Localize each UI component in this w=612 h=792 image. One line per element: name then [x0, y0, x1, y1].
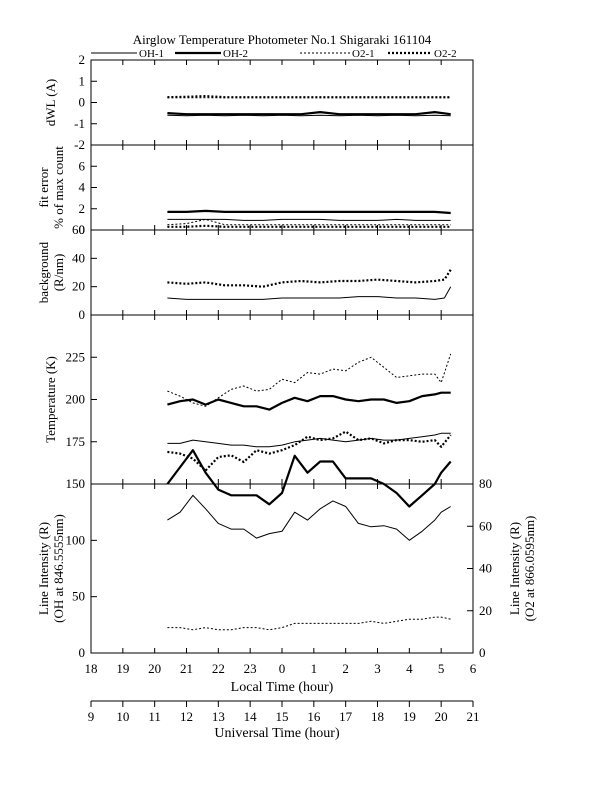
series-line-oh-1 [167, 218, 451, 221]
ut-tick-label: 14 [244, 709, 258, 724]
y-axis-label: Temperature (K) [43, 356, 58, 443]
right-y-axis-label-2: (O2 at 866.0595nm) [522, 516, 537, 622]
panel-frame [90, 229, 474, 316]
local-time-tick-label: 0 [279, 661, 286, 676]
local-time-tick-label: 5 [438, 661, 445, 676]
y-tick-label: 150 [66, 476, 86, 491]
legend-label-oh-1: OH-1 [139, 48, 164, 60]
y-axis-label: background [36, 241, 51, 303]
y-axis-label-2: (R/nm) [51, 254, 66, 292]
panel-fit-error: 6 4 2 0 fit error% of max count [36, 144, 474, 237]
y-tick-label: 0 [79, 645, 86, 660]
y-tick-label: 200 [66, 392, 86, 407]
y-tick-label: 225 [66, 349, 86, 364]
series-line-o2-2 [167, 94, 451, 99]
right-y-axis-label: Line Intensity (R) [507, 522, 522, 615]
ut-tick-label: 17 [339, 709, 353, 724]
y-tick-label: 0 [79, 222, 86, 237]
y-tick-label: 0 [79, 95, 86, 110]
chart-title: Airglow Temperature Photometer No.1 Shig… [133, 32, 432, 47]
local-time-tick-label: 4 [406, 661, 413, 676]
panel-temperature: 225 200 175 Temperature (K) [43, 314, 474, 485]
ut-tick-label: 10 [116, 709, 129, 724]
ut-tick-label: 16 [307, 709, 321, 724]
right-y-tick-label: 40 [479, 561, 492, 576]
right-y-tick-label: 80 [479, 476, 492, 491]
y-tick-label: 0 [79, 307, 86, 322]
series-line-oh-2 [167, 209, 451, 215]
y-tick-label: 175 [66, 434, 86, 449]
local-time-tick-label: 19 [116, 661, 129, 676]
ut-tick-label: 15 [276, 709, 289, 724]
series-line-o2-2 [167, 224, 451, 228]
y-tick-label: -2 [74, 137, 85, 152]
series-line-oh-2 [167, 110, 451, 116]
y-tick-label: 2 [79, 201, 86, 216]
series-line-oh-2 [166, 449, 452, 508]
series-line-o2-1 [167, 616, 451, 631]
series-line-oh-1 [167, 494, 451, 541]
ut-tick-label: 11 [148, 709, 161, 724]
y-tick-label: 60 [72, 222, 85, 237]
series-line-o2-2 [167, 269, 452, 288]
y-tick-label: 2 [79, 52, 86, 67]
local-time-tick-label: 18 [85, 661, 98, 676]
panel-frame [90, 483, 474, 654]
right-y-tick-label: 20 [479, 603, 492, 618]
y-axis-label: fit error [36, 167, 51, 208]
y-tick-label: 6 [79, 158, 86, 173]
ut-tick-label: 18 [371, 709, 384, 724]
local-time-tick-label: 2 [342, 661, 349, 676]
y-axis-label-2: % of max count [51, 146, 66, 229]
ut-tick-label: 21 [467, 709, 480, 724]
y-tick-label: 1 [79, 73, 86, 88]
legend-label-o2-2: O2-2 [434, 48, 457, 60]
local-time-axis-label: Local Time (hour) [231, 680, 334, 695]
y-tick-label: 100 [66, 532, 86, 547]
series-line-o2-1 [167, 353, 452, 407]
ut-axis-label: Universal Time (hour) [214, 726, 340, 741]
legend: OH-1 OH-2 O2-1 O2-2 [91, 48, 457, 60]
y-tick-label: 40 [72, 250, 85, 265]
ut-tick-label: 9 [88, 709, 95, 724]
panel-dWL: 2 1 0 -1 -2 dWL (A) [43, 52, 474, 152]
y-tick-label: 50 [72, 589, 85, 604]
right-y-tick-label: 60 [479, 518, 492, 533]
y-tick-label: 20 [72, 279, 85, 294]
panel-frame [90, 144, 474, 231]
y-axis-label-2: (OH at 846.5555nm) [51, 514, 66, 623]
ut-tick-label: 13 [212, 709, 225, 724]
legend-label-o2-1: O2-1 [352, 48, 375, 60]
ut-tick-label: 20 [435, 709, 448, 724]
panel-background: 60 40 20 0 background (R/nm) [36, 222, 474, 322]
y-axis-label: dWL (A) [43, 79, 58, 127]
local-time-tick-label: 3 [374, 661, 381, 676]
local-time-tick-label: 23 [244, 661, 257, 676]
series-line-oh-2 [167, 391, 451, 411]
series-line-oh-1 [167, 286, 452, 300]
y-axis-label: Line Intensity (R) [36, 522, 51, 615]
local-time-tick-label: 6 [470, 661, 477, 676]
series-line-o2-1 [167, 218, 451, 226]
right-y-tick-label: 0 [479, 645, 486, 660]
local-time-tick-label: 20 [148, 661, 161, 676]
ut-tick-label: 12 [180, 709, 193, 724]
series-line-o2-2 [167, 430, 452, 472]
y-tick-label: 4 [79, 180, 86, 195]
panel-frame [90, 59, 474, 146]
legend-label-oh-2: OH-2 [223, 48, 248, 60]
y-tick-label: -1 [74, 116, 85, 131]
local-time-tick-label: 21 [180, 661, 193, 676]
local-time-tick-label: 1 [311, 661, 318, 676]
local-time-tick-label: 22 [212, 661, 225, 676]
ut-tick-label: 19 [403, 709, 416, 724]
